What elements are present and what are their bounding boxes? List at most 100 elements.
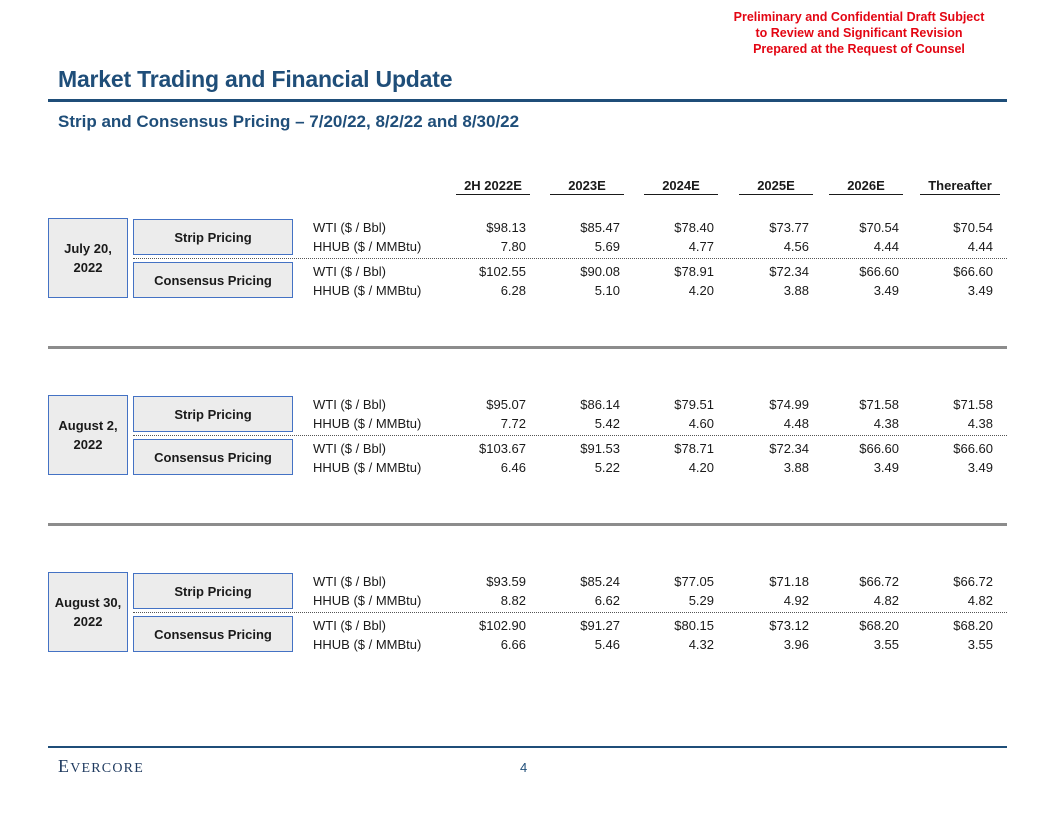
- table-cell: $66.72: [859, 574, 899, 589]
- table-cell: 4.20: [688, 283, 714, 298]
- table-cell: 3.49: [873, 460, 899, 475]
- strip-pricing-label: Strip Pricing: [133, 396, 293, 432]
- disclaimer-line: Prepared at the Request of Counsel: [753, 42, 965, 56]
- row-label: WTI ($ / Bbl): [313, 618, 386, 633]
- column-header: 2026E: [829, 178, 903, 195]
- table-cell: 6.66: [500, 637, 526, 652]
- column-header: 2H 2022E: [456, 178, 530, 195]
- table-cell: 4.38: [967, 416, 993, 431]
- table-cell: $78.91: [674, 264, 714, 279]
- disclaimer-line: to Review and Significant Revision: [755, 26, 963, 40]
- table-cell: 6.28: [500, 283, 526, 298]
- column-header: 2023E: [550, 178, 624, 195]
- table-cell: $91.27: [580, 618, 620, 633]
- section-separator: [48, 346, 1007, 349]
- footer-divider: [48, 746, 1007, 748]
- table-cell: $71.58: [953, 397, 993, 412]
- table-cell: $73.77: [769, 220, 809, 235]
- table-cell: 3.88: [783, 460, 809, 475]
- table-cell: 8.82: [500, 593, 526, 608]
- section-date: August 2, 2022: [48, 395, 128, 475]
- table-cell: 6.62: [594, 593, 620, 608]
- row-divider: [133, 435, 1007, 436]
- page-subtitle: Strip and Consensus Pricing – 7/20/22, 8…: [58, 112, 520, 131]
- row-label: WTI ($ / Bbl): [313, 397, 386, 412]
- table-cell: $70.54: [953, 220, 993, 235]
- table-cell: 4.56: [783, 239, 809, 254]
- table-cell: $66.60: [859, 264, 899, 279]
- table-row: HHUB ($ / MMBtu) 7.80 5.69 4.77 4.56 4.44 4.44: [48, 239, 1007, 258]
- table-cell: 3.55: [967, 637, 993, 652]
- table-row: HHUB ($ / MMBtu) 7.72 5.42 4.60 4.48 4.38 4.38: [48, 416, 1007, 435]
- table-cell: $102.90: [479, 618, 526, 633]
- table-cell: 4.92: [783, 593, 809, 608]
- table-cell: 5.22: [594, 460, 620, 475]
- table-cell: 4.20: [688, 460, 714, 475]
- table-cell: $72.34: [769, 264, 809, 279]
- table-cell: $85.47: [580, 220, 620, 235]
- table-row: HHUB ($ / MMBtu) 8.82 6.62 5.29 4.92 4.82 4.82: [48, 593, 1007, 612]
- row-label: HHUB ($ / MMBtu): [313, 239, 422, 254]
- table-cell: $86.14: [580, 397, 620, 412]
- table-cell: $78.40: [674, 220, 714, 235]
- table-cell: $95.07: [486, 397, 526, 412]
- pricing-section: August 2, 2022 Strip Pricing WTI ($ / Bbl)…: [48, 395, 1007, 485]
- column-header: 2024E: [644, 178, 718, 195]
- table-cell: $102.55: [479, 264, 526, 279]
- table-cell: 7.72: [500, 416, 526, 431]
- table-cell: $79.51: [674, 397, 714, 412]
- row-label: HHUB ($ / MMBtu): [313, 283, 422, 298]
- table-cell: 3.49: [873, 283, 899, 298]
- row-label: WTI ($ / Bbl): [313, 220, 386, 235]
- table-cell: $73.12: [769, 618, 809, 633]
- table-cell: $66.60: [859, 441, 899, 456]
- table-cell: 7.80: [500, 239, 526, 254]
- column-header: Thereafter: [920, 178, 1000, 195]
- table-cell: $72.34: [769, 441, 809, 456]
- disclaimer-line: Preliminary and Confidential Draft Subje…: [733, 10, 985, 24]
- table-cell: 3.55: [873, 637, 899, 652]
- table-cell: $66.60: [953, 441, 993, 456]
- table-cell: 3.49: [967, 283, 993, 298]
- table-cell: $85.24: [580, 574, 620, 589]
- row-label: WTI ($ / Bbl): [313, 441, 386, 456]
- table-cell: 4.82: [873, 593, 899, 608]
- table-cell: $70.54: [859, 220, 899, 235]
- table-row: HHUB ($ / MMBtu) 6.46 5.22 4.20 3.88 3.49 3.49: [48, 460, 1007, 479]
- strip-pricing-label: Strip Pricing: [133, 219, 293, 255]
- table-cell: 5.69: [594, 239, 620, 254]
- table-cell: $71.18: [769, 574, 809, 589]
- table-cell: $93.59: [486, 574, 526, 589]
- table-cell: 3.49: [967, 460, 993, 475]
- table-cell: 4.60: [688, 416, 714, 431]
- table-cell: 3.96: [783, 637, 809, 652]
- table-cell: $66.72: [953, 574, 993, 589]
- section-separator: [48, 523, 1007, 526]
- row-label: HHUB ($ / MMBtu): [313, 416, 422, 431]
- table-cell: $90.08: [580, 264, 620, 279]
- row-divider: [133, 258, 1007, 259]
- table-cell: 6.46: [500, 460, 526, 475]
- page-number: 4: [520, 760, 528, 775]
- consensus-pricing-label: Consensus Pricing: [133, 439, 293, 475]
- row-label: WTI ($ / Bbl): [313, 264, 386, 279]
- section-date: July 20, 2022: [48, 218, 128, 298]
- table-cell: 5.42: [594, 416, 620, 431]
- table-cell: 4.48: [783, 416, 809, 431]
- table-cell: $98.13: [486, 220, 526, 235]
- table-cell: $71.58: [859, 397, 899, 412]
- table-cell: 4.44: [967, 239, 993, 254]
- table-cell: 5.10: [594, 283, 620, 298]
- row-divider: [133, 612, 1007, 613]
- table-row: WTI ($ / Bbl) $102.55 $90.08 $78.91 $72.34 $6…: [48, 264, 1007, 283]
- table-cell: 5.46: [594, 637, 620, 652]
- evercore-logo: EVERCORE: [58, 756, 144, 776]
- page-title: Market Trading and Financial Update: [58, 66, 453, 92]
- row-label: HHUB ($ / MMBtu): [313, 593, 422, 608]
- table-row: WTI ($ / Bbl) $103.67 $91.53 $78.71 $72.34 $6…: [48, 441, 1007, 460]
- consensus-pricing-label: Consensus Pricing: [133, 262, 293, 298]
- table-row: WTI ($ / Bbl) $98.13 $85.47 $78.40 $73.77 $70…: [48, 220, 1007, 239]
- confidential-disclaimer: Preliminary and Confidential Draft Subje…: [709, 9, 1009, 57]
- table-row: WTI ($ / Bbl) $95.07 $86.14 $79.51 $74.99 $71…: [48, 397, 1007, 416]
- title-divider: [48, 99, 1007, 102]
